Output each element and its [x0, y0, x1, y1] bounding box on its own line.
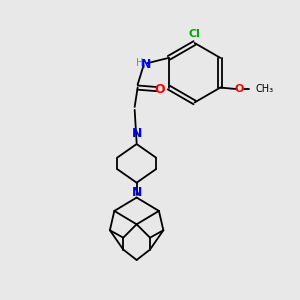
Text: O: O — [234, 84, 243, 94]
Text: O: O — [154, 82, 165, 96]
Text: H: H — [136, 58, 144, 68]
Text: Cl: Cl — [189, 28, 200, 38]
Text: N: N — [141, 58, 151, 70]
Text: N: N — [131, 186, 142, 199]
Text: N: N — [131, 128, 142, 140]
Text: CH₃: CH₃ — [255, 84, 274, 94]
